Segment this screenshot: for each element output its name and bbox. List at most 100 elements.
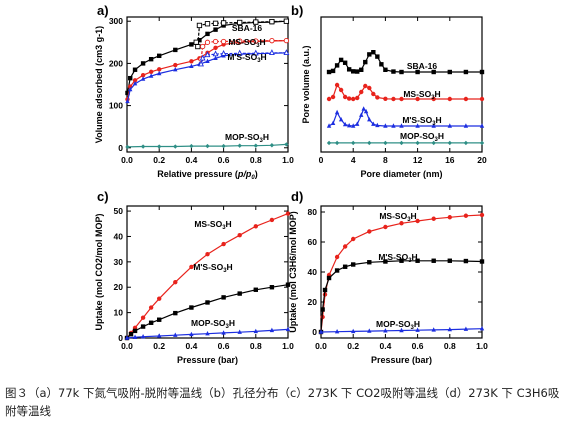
desorption-point-outline bbox=[253, 19, 259, 25]
data-point bbox=[383, 328, 388, 333]
data-point bbox=[359, 67, 364, 72]
data-point bbox=[132, 328, 138, 334]
data-point bbox=[140, 76, 146, 81]
data-point bbox=[399, 327, 404, 333]
y-tick-label: 20 bbox=[114, 282, 124, 292]
data-point bbox=[351, 328, 356, 334]
desorption-point bbox=[284, 38, 289, 43]
series-label: MS-SO3H bbox=[403, 89, 440, 101]
x-tick-label: 0.0 bbox=[121, 341, 133, 351]
data-point bbox=[189, 305, 194, 310]
data-point bbox=[221, 143, 226, 149]
data-point bbox=[447, 69, 452, 75]
y-tick-label: 0 bbox=[312, 327, 317, 337]
data-point bbox=[391, 96, 396, 102]
y-tick-label: 40 bbox=[114, 231, 124, 241]
data-point bbox=[326, 69, 332, 75]
data-point bbox=[140, 334, 146, 339]
desorption-point-outline bbox=[220, 38, 227, 45]
data-point bbox=[351, 262, 356, 267]
desorption-point bbox=[237, 50, 242, 55]
desorption-point bbox=[213, 39, 218, 44]
plot-frame bbox=[320, 16, 483, 153]
series-label: M'S-SO3H bbox=[193, 262, 232, 274]
series-label: MS-SO3H bbox=[228, 37, 265, 49]
desorption-point-outline bbox=[212, 20, 219, 26]
series-ms-so3h bbox=[326, 82, 485, 102]
data-point bbox=[415, 96, 420, 102]
y-axis-label: Uptake (mol C3H6/mol MOP) bbox=[288, 211, 298, 333]
desorption-point bbox=[213, 21, 218, 26]
data-point bbox=[125, 144, 130, 150]
data-point bbox=[359, 89, 364, 95]
x-tick-label: 8 bbox=[383, 155, 388, 165]
data-point bbox=[415, 327, 420, 332]
data-point bbox=[221, 241, 226, 247]
data-point bbox=[148, 320, 154, 325]
data-point bbox=[383, 96, 388, 102]
data-point bbox=[189, 331, 194, 337]
data-point bbox=[148, 69, 154, 75]
series-line bbox=[126, 213, 289, 339]
series-label: MOP-SO3H bbox=[400, 131, 444, 143]
desorption-point bbox=[197, 23, 202, 28]
data-point bbox=[355, 69, 360, 74]
data-point bbox=[447, 96, 452, 102]
data-point bbox=[463, 69, 469, 75]
data-point bbox=[205, 58, 210, 63]
data-point bbox=[479, 123, 485, 128]
data-point bbox=[342, 244, 348, 249]
data-point bbox=[322, 287, 328, 293]
data-point bbox=[447, 258, 452, 263]
data-point bbox=[371, 91, 376, 97]
data-point bbox=[205, 143, 210, 149]
data-point bbox=[173, 332, 178, 337]
data-point bbox=[173, 144, 178, 149]
data-point bbox=[334, 140, 340, 146]
x-tick-label: 0.8 bbox=[444, 341, 456, 351]
desorption-point-outline bbox=[269, 37, 275, 44]
data-point bbox=[173, 67, 178, 72]
data-point bbox=[391, 123, 396, 128]
data-point bbox=[355, 121, 360, 126]
data-point bbox=[269, 217, 275, 223]
desorption-point bbox=[205, 40, 210, 45]
series-ms-so3h bbox=[124, 211, 291, 341]
data-point bbox=[431, 258, 436, 263]
data-point bbox=[148, 305, 154, 310]
data-point bbox=[334, 63, 340, 68]
series-label: MOP-SO3H bbox=[191, 318, 235, 330]
series-label: M'S-SO3H bbox=[227, 52, 266, 64]
data-point bbox=[383, 67, 388, 72]
data-point bbox=[479, 69, 485, 75]
chart-panel-b: b) 0 4 8 12 16 20 Pore diameter (nm) Pore volume… bbox=[291, 3, 487, 179]
data-point bbox=[351, 69, 356, 74]
data-point bbox=[253, 287, 258, 292]
data-point bbox=[285, 326, 291, 332]
desorption-point bbox=[284, 50, 289, 55]
data-point bbox=[173, 62, 178, 68]
data-point bbox=[447, 326, 452, 332]
y-tick-label: 80 bbox=[308, 207, 318, 217]
data-point bbox=[326, 96, 332, 102]
y-tick-label: 40 bbox=[308, 267, 318, 277]
figure-caption: 图３（a）77k 下氮气吸附-脱附等温线（b）孔径分布（c）273K 下 CO2… bbox=[5, 386, 560, 418]
desorption-point bbox=[200, 44, 205, 49]
data-point bbox=[326, 123, 332, 128]
data-point bbox=[447, 123, 452, 128]
data-point bbox=[346, 122, 352, 128]
x-axis-label: Pore diameter (nm) bbox=[360, 169, 442, 179]
data-point bbox=[351, 123, 356, 128]
data-point bbox=[338, 117, 344, 122]
series-line bbox=[126, 52, 287, 102]
desorption-point-outline bbox=[212, 50, 219, 57]
data-point bbox=[415, 258, 420, 263]
data-point bbox=[399, 69, 404, 75]
y-tick-label: 0 bbox=[118, 333, 123, 343]
data-point bbox=[367, 260, 372, 265]
desorption-point-outline bbox=[253, 38, 259, 44]
data-point bbox=[399, 258, 404, 263]
y-axis-label: Volume adsorbed (cm3 g-1) bbox=[94, 26, 104, 143]
data-point bbox=[237, 232, 242, 238]
